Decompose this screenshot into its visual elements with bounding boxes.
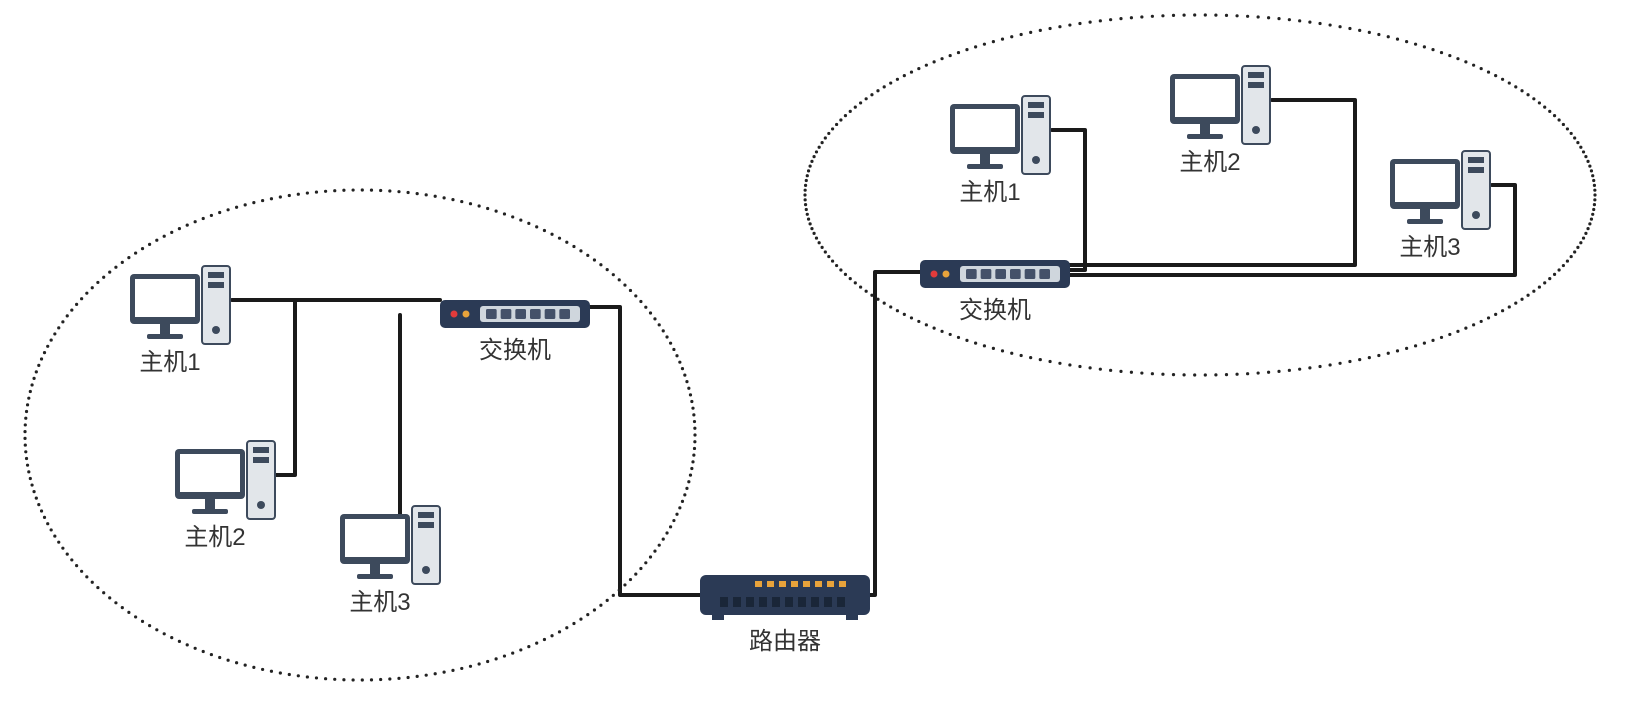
switch-left: 交换机 xyxy=(440,300,590,364)
network-link xyxy=(1070,100,1355,265)
router: 路由器 xyxy=(700,575,870,655)
host-R3: 主机3 xyxy=(1390,151,1490,261)
host-R1: 主机1 xyxy=(950,96,1050,206)
host-L3: 主机3 xyxy=(340,506,440,616)
host-L1: 主机1 xyxy=(130,266,230,376)
network-diagram: 主机1主机2主机3交换机主机1主机2主机3交换机路由器 xyxy=(0,0,1630,720)
network-link xyxy=(590,307,700,595)
network-link xyxy=(275,300,295,475)
host-L2: 主机2 xyxy=(175,441,275,551)
host-L3-label: 主机3 xyxy=(349,589,410,616)
host-R2: 主机2 xyxy=(1170,66,1270,176)
host-R1-label: 主机1 xyxy=(959,179,1020,206)
switch-left-label: 交换机 xyxy=(479,337,551,364)
host-R3-label: 主机3 xyxy=(1399,234,1460,261)
host-L2-label: 主机2 xyxy=(184,524,245,551)
network-link xyxy=(1052,130,1085,270)
network-link xyxy=(870,272,920,595)
host-L1-label: 主机1 xyxy=(139,349,200,376)
switch-right: 交换机 xyxy=(920,260,1070,324)
switch-right-label: 交换机 xyxy=(959,297,1031,324)
router-label: 路由器 xyxy=(749,628,821,655)
host-R2-label: 主机2 xyxy=(1179,149,1240,176)
